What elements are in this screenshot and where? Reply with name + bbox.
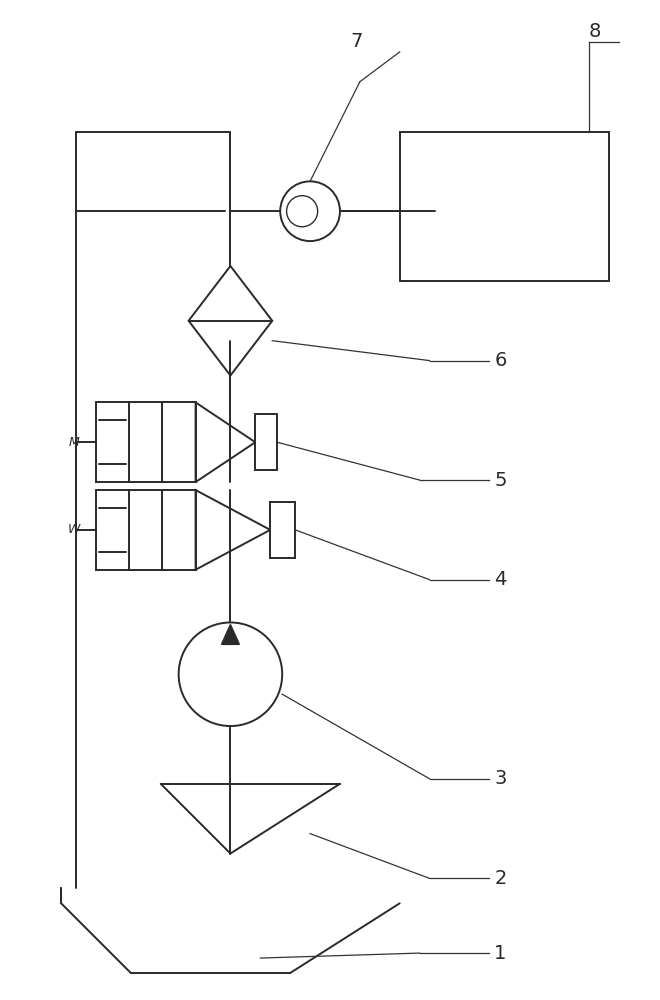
Bar — [96, 490, 195, 570]
Text: 8: 8 — [589, 22, 601, 41]
Text: 2: 2 — [494, 869, 507, 888]
Bar — [255, 414, 277, 470]
Text: 6: 6 — [494, 351, 507, 370]
Bar — [270, 502, 295, 558]
Bar — [96, 402, 195, 482]
Polygon shape — [222, 624, 240, 644]
Text: 5: 5 — [494, 471, 507, 490]
Bar — [400, 132, 609, 281]
Text: 4: 4 — [494, 570, 507, 589]
Text: W: W — [68, 523, 81, 536]
Text: 3: 3 — [494, 769, 507, 788]
Text: 7: 7 — [350, 32, 362, 51]
Text: M: M — [69, 436, 79, 449]
Text: 1: 1 — [494, 944, 507, 963]
